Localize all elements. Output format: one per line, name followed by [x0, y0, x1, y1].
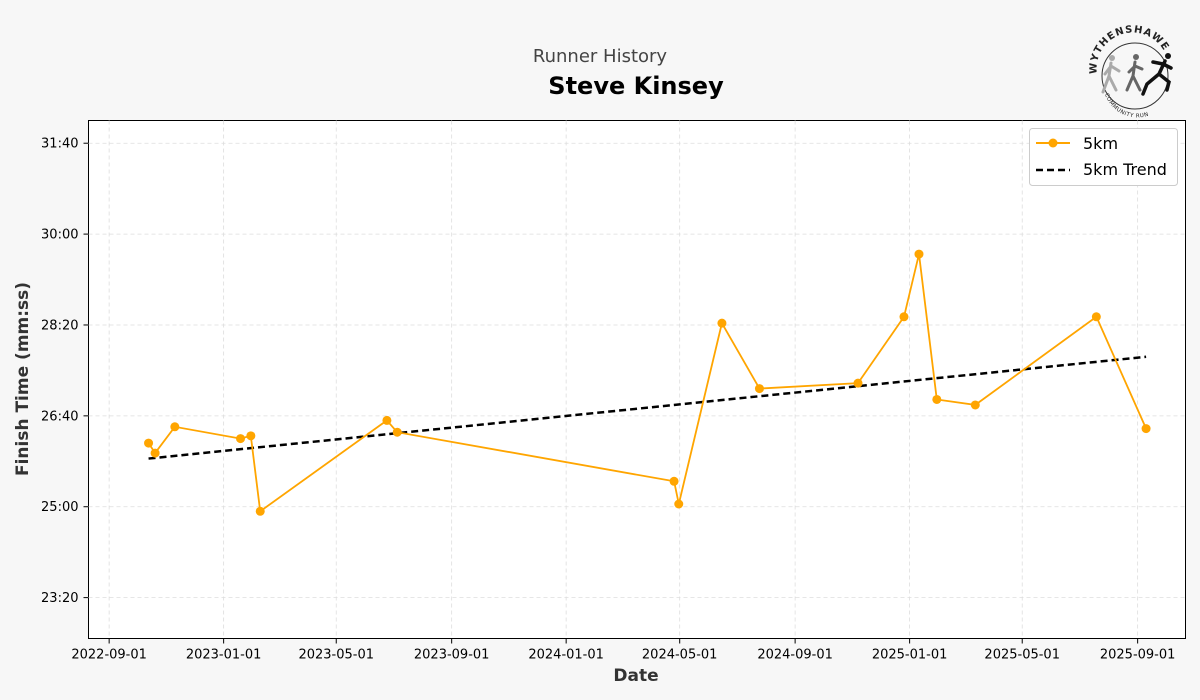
data-point: [170, 422, 180, 432]
x-tick-label: 2024-05-01: [642, 648, 718, 663]
data-point: [144, 438, 154, 448]
data-point: [899, 312, 909, 322]
svg-text:WYTHENSHAWE: WYTHENSHAWE: [1088, 24, 1171, 74]
y-tick-label: 28:20: [41, 318, 78, 333]
data-point: [392, 427, 402, 437]
legend-trend-label: 5km Trend: [1083, 160, 1167, 179]
data-point: [754, 384, 764, 394]
data-point: [932, 394, 942, 404]
legend: 5km 5km Trend: [1029, 128, 1178, 186]
data-point: [717, 318, 727, 328]
y-axis: 23:20 25:00 26:40 28:20 30:00 31:40: [41, 137, 89, 606]
x-tick-label: 2022-09-01: [71, 648, 147, 663]
grid-lines: [88, 120, 1186, 639]
data-point: [970, 400, 980, 410]
trend-line: [148, 355, 1147, 460]
data-point: [255, 506, 265, 516]
legend-series-label: 5km: [1083, 134, 1118, 153]
runners-logo-icon: WYTHENSHAWE COMMUNITY RUN: [1088, 24, 1173, 119]
data-point: [382, 415, 392, 425]
data-point: [236, 434, 246, 444]
data-point: [1091, 312, 1101, 322]
data-series: [144, 249, 1151, 516]
logo-top-text: WYTHENSHAWE: [1088, 24, 1170, 74]
logo-bottom-text: COMMUNITY RUN: [1103, 92, 1149, 119]
data-point: [669, 476, 679, 486]
runner-light-icon: [1101, 55, 1121, 94]
data-point: [246, 431, 256, 441]
data-point: [853, 378, 863, 388]
x-tick-label: 2023-09-01: [414, 648, 490, 663]
x-axis-label: Date: [613, 666, 658, 686]
x-tick-label: 2025-05-01: [984, 648, 1060, 663]
data-point: [914, 249, 924, 259]
y-tick-label: 26:40: [41, 409, 78, 424]
runner-mid-icon: [1125, 54, 1144, 92]
x-tick-label: 2023-01-01: [186, 648, 262, 663]
y-tick-label: 31:40: [41, 137, 78, 152]
y-axis-label: Finish Time (mm:ss): [13, 282, 33, 476]
x-tick-label: 2024-01-01: [528, 648, 604, 663]
y-tick-label: 25:00: [41, 500, 78, 515]
trend-series: [148, 355, 1147, 460]
data-point: [150, 448, 160, 458]
y-tick-label: 23:20: [41, 591, 78, 606]
x-tick-label: 2025-09-01: [1100, 648, 1176, 663]
data-point: [1141, 424, 1151, 434]
chart-subtitle: Runner History: [532, 46, 668, 67]
svg-text:COMMUNITY RUN: COMMUNITY RUN: [1103, 92, 1150, 119]
series-line: [147, 253, 1147, 513]
legend-series-marker: [1048, 138, 1058, 148]
plot-area: [88, 120, 1186, 639]
legend-box: [1029, 128, 1178, 186]
x-axis: 2022-09-01 2023-01-01 2023-05-01 2023-09-01…: [71, 638, 1176, 663]
data-point: [674, 499, 684, 509]
x-tick-label: 2023-05-01: [298, 648, 374, 663]
runner-dark-icon: [1141, 53, 1173, 96]
chart-title: Steve Kinsey: [548, 72, 724, 100]
y-tick-label: 30:00: [41, 228, 78, 243]
x-tick-label: 2024-09-01: [757, 648, 833, 663]
x-tick-label: 2025-01-01: [872, 648, 948, 663]
